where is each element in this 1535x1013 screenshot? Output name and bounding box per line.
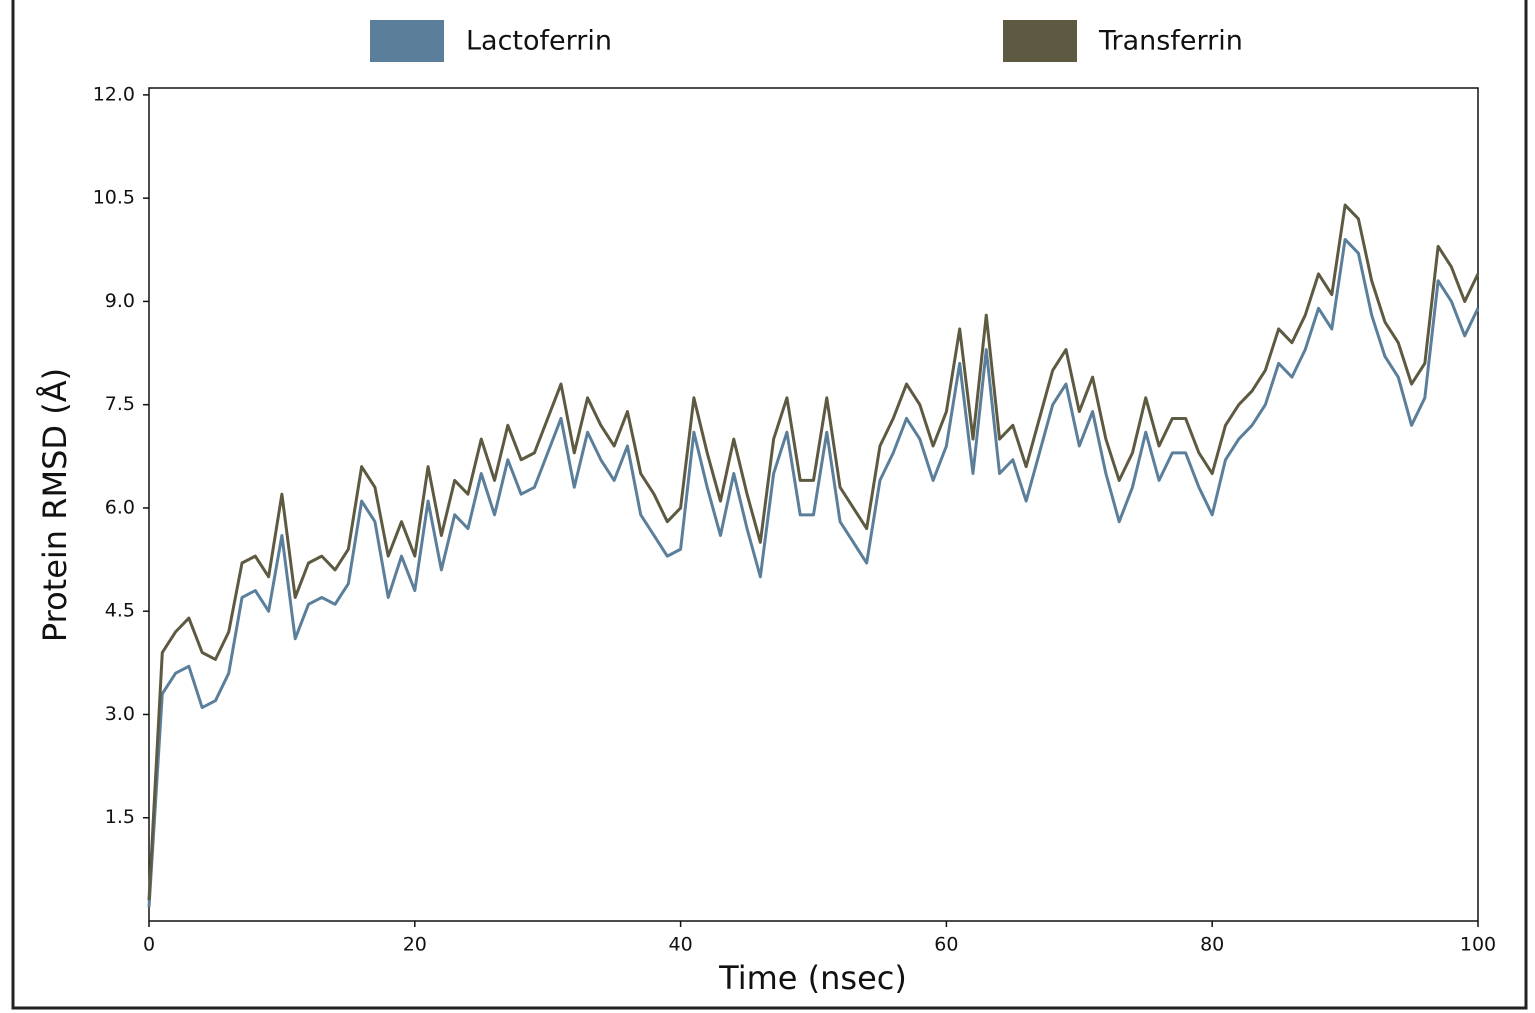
legend-swatch: [370, 20, 444, 62]
y-tick-label: 1.5: [105, 806, 135, 828]
y-tick-label: 7.5: [105, 393, 135, 415]
series-line: [147, 203, 1480, 901]
legend-swatch: [1003, 20, 1077, 62]
x-tick-label: 100: [1460, 934, 1496, 956]
x-tick-label: 40: [669, 934, 693, 956]
y-tick-label: 12.0: [93, 83, 135, 105]
plot-area: [148, 87, 1479, 922]
y-tick-label: 10.5: [93, 187, 135, 209]
legend-label: Transferrin: [1098, 26, 1243, 57]
y-axis-label: Protein RMSD (Å): [36, 368, 74, 642]
y-tick-label: 6.0: [105, 496, 135, 518]
legend-label: Lactoferrin: [466, 26, 612, 57]
x-tick-label: 20: [403, 934, 427, 956]
x-axis-label: Time (nsec): [718, 959, 907, 997]
x-tick-label: 0: [143, 934, 155, 956]
y-tick-label: 3.0: [105, 703, 135, 725]
x-tick-label: 80: [1200, 934, 1224, 956]
y-tick-label: 9.0: [105, 290, 135, 312]
x-tick-label: 60: [934, 934, 958, 956]
y-tick-label: 4.5: [105, 600, 135, 622]
frame: [11, 0, 1528, 1010]
series-line: [147, 237, 1480, 908]
